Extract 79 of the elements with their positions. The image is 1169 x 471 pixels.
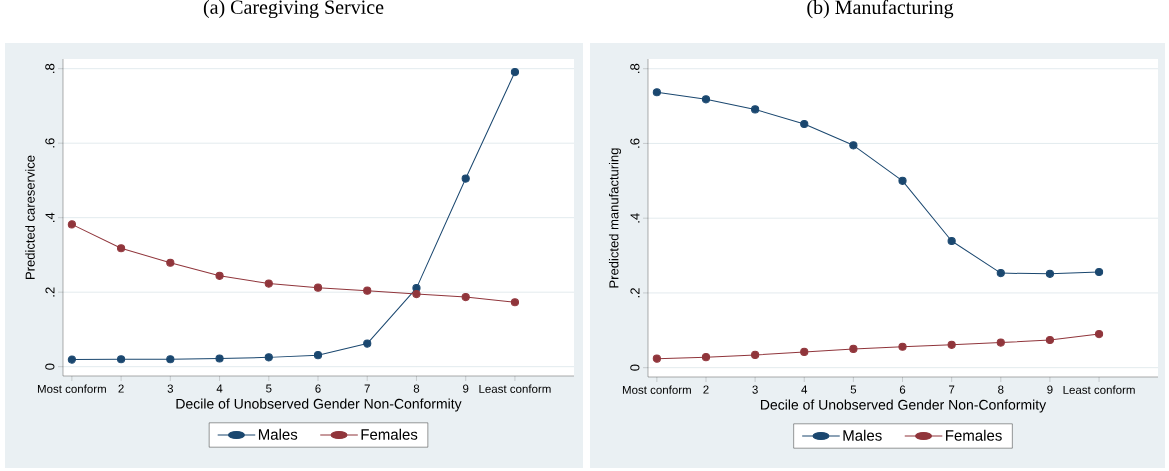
- x-tick-label: 3: [167, 384, 174, 393]
- y-tick-label: .6: [630, 138, 640, 148]
- x-tick-label: 9: [1047, 385, 1053, 394]
- point: [898, 342, 907, 351]
- point: [412, 289, 421, 299]
- y-tick-label: 0: [45, 363, 55, 370]
- x-tick-label: Most conform: [37, 384, 106, 393]
- point: [751, 350, 760, 360]
- point: [849, 141, 858, 150]
- x-tick-label: 7: [949, 385, 955, 394]
- legend-label: Females: [946, 429, 1002, 441]
- y-axis-title: Predicted manufacturing: [608, 148, 622, 288]
- x-tick-label: 3: [752, 385, 758, 394]
- point: [166, 258, 175, 267]
- point: [67, 220, 76, 229]
- point: [996, 269, 1005, 278]
- point: [849, 344, 858, 354]
- point: [510, 298, 520, 307]
- y-tick-label: .8: [45, 63, 55, 73]
- y-tick-label: .4: [630, 213, 640, 223]
- point: [363, 339, 372, 348]
- x-tick-label: 2: [703, 385, 709, 394]
- y-tick-label: .8: [630, 63, 640, 73]
- x-tick-label: 8: [998, 385, 1004, 394]
- point: [996, 338, 1005, 347]
- y-tick-label: .4: [45, 212, 55, 222]
- chart-title: (a) Caregiving Service: [203, 0, 384, 19]
- point: [363, 286, 372, 295]
- x-tick-label: 2: [118, 384, 124, 393]
- x-tick-label: 8: [413, 384, 420, 393]
- y-tick-label: .6: [45, 138, 55, 148]
- point: [898, 176, 907, 185]
- x-tick-label: Least conform: [479, 384, 551, 393]
- point: [751, 105, 760, 114]
- x-axis-title: Decile of Unobserved Gender Non-Conformity: [176, 398, 462, 412]
- point: [166, 355, 175, 364]
- x-tick-label: 6: [315, 384, 321, 393]
- point: [116, 244, 126, 253]
- point: [461, 292, 470, 302]
- point: [215, 354, 224, 363]
- x-tick-label: 9: [463, 384, 469, 393]
- point: [701, 95, 711, 104]
- point: [1045, 269, 1055, 278]
- point: [701, 353, 711, 362]
- point: [1094, 329, 1104, 339]
- legend-label: Males: [258, 428, 298, 440]
- point: [800, 119, 809, 129]
- y-tick-label: .2: [45, 287, 55, 297]
- point: [67, 355, 76, 364]
- point: [313, 283, 323, 292]
- y-axis-title: Predicted careservice: [25, 155, 35, 279]
- chart-title: (b) Manufacturing: [807, 0, 954, 19]
- x-tick-label: 4: [216, 384, 223, 393]
- point: [1045, 335, 1055, 345]
- point: [947, 340, 956, 349]
- point: [947, 236, 956, 246]
- point: [652, 88, 661, 97]
- point: [1094, 267, 1104, 277]
- x-tick-label: 5: [850, 385, 857, 394]
- y-tick-label: 0: [630, 364, 640, 371]
- point: [313, 351, 323, 360]
- x-tick-label: Least conform: [1063, 385, 1135, 394]
- legend-label: Males: [843, 429, 882, 441]
- point: [461, 174, 470, 183]
- point: [264, 353, 273, 362]
- x-tick-label: 5: [266, 384, 272, 393]
- x-tick-label: 6: [899, 385, 906, 394]
- legend-label: Females: [361, 428, 418, 440]
- x-tick-label: 7: [364, 384, 370, 393]
- point: [652, 354, 661, 363]
- y-tick-label: .2: [630, 288, 640, 298]
- x-tick-label: Most conform: [622, 385, 691, 394]
- point: [116, 355, 126, 364]
- x-tick-label: 4: [801, 385, 808, 394]
- point: [800, 347, 809, 357]
- point: [215, 271, 224, 280]
- point: [264, 279, 273, 288]
- point: [510, 67, 520, 77]
- x-axis-title: Decile of Unobserved Gender Non-Conformity: [760, 399, 1047, 413]
